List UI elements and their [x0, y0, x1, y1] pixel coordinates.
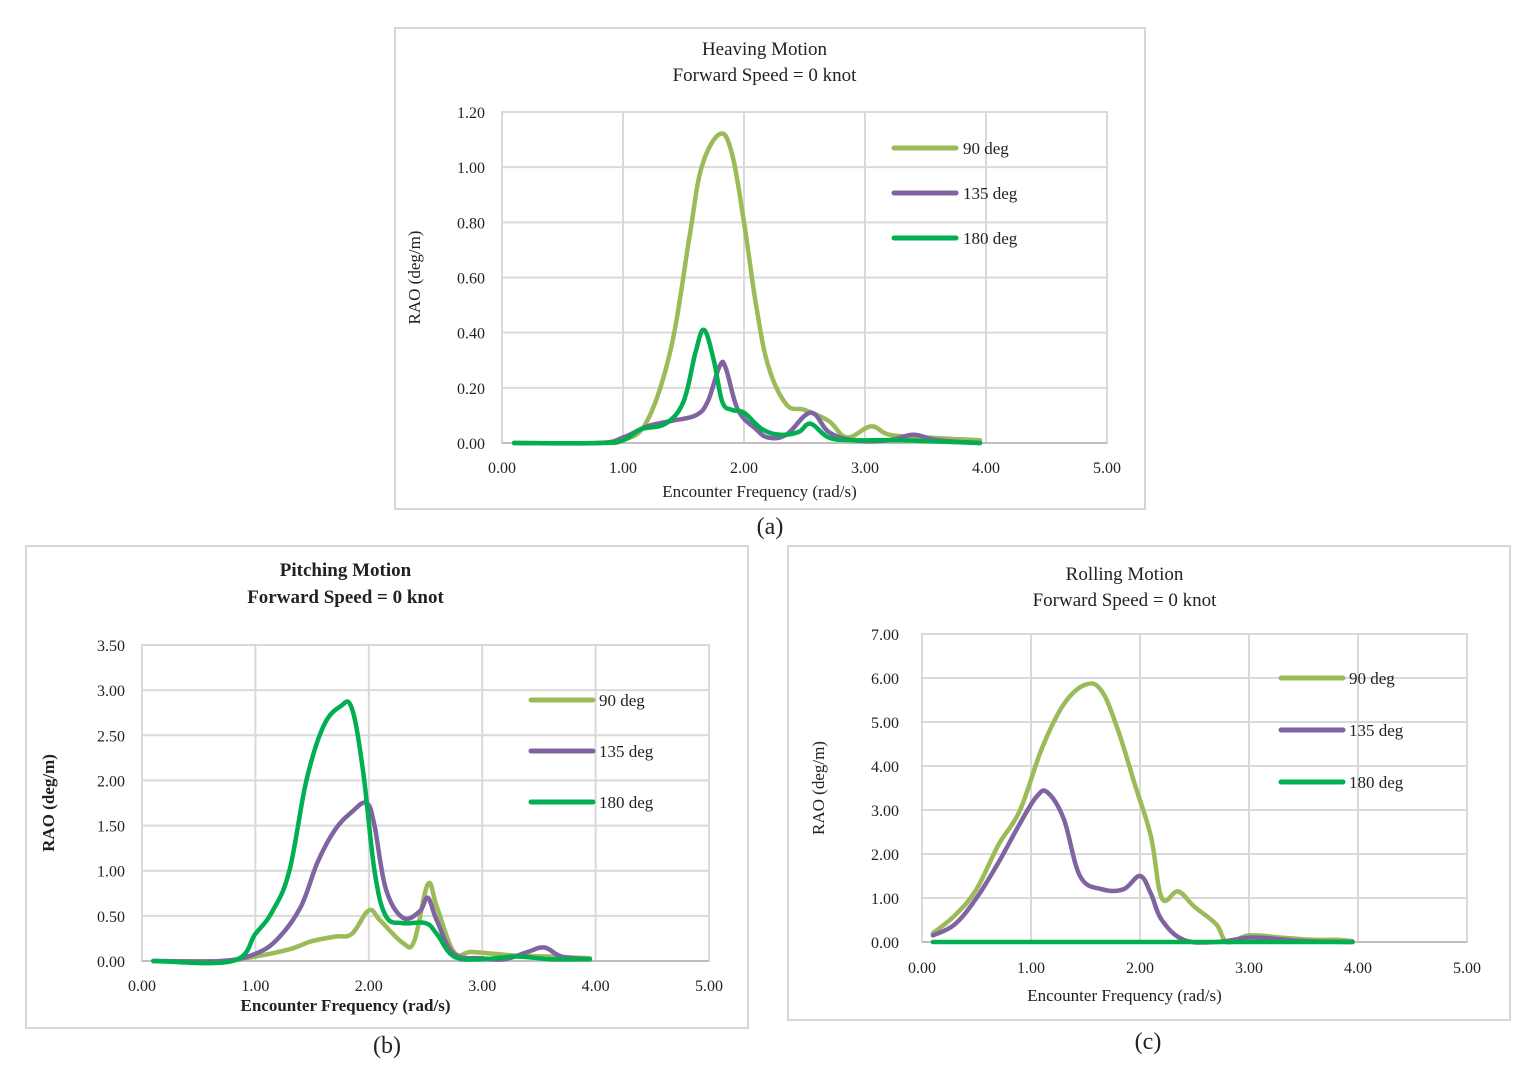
x-tick-label: 4.00	[582, 978, 610, 995]
y-tick-label: 0.20	[457, 381, 485, 398]
y-tick-label: 3.00	[97, 683, 125, 700]
y-tick-label: 5.00	[871, 715, 899, 732]
x-axis-label: Encounter Frequency (rad/s)	[241, 996, 451, 1015]
y-tick-label: 3.50	[97, 638, 125, 655]
x-tick-label: 0.00	[128, 978, 156, 995]
legend-label: 135 deg	[1349, 721, 1404, 740]
y-tick-label: 0.00	[457, 436, 485, 453]
x-tick-label: 4.00	[972, 460, 1000, 477]
y-tick-label: 1.20	[457, 105, 485, 122]
series-line-90-deg	[151, 880, 593, 964]
x-tick-label: 3.00	[1235, 960, 1263, 977]
legend-label: 180 deg	[599, 793, 654, 812]
caption-b: (b)	[373, 1033, 401, 1059]
y-tick-label: 7.00	[871, 627, 899, 644]
x-axis-label: Encounter Frequency (rad/s)	[662, 482, 856, 501]
legend: 90 deg 135 deg 180 deg	[891, 139, 1018, 248]
y-axis-label: RAO (deg/m)	[405, 231, 424, 325]
chart-title: Heaving Motion	[702, 39, 828, 60]
pitching-chart-panel: Pitching Motion Forward Speed = 0 knot 0.0…	[25, 545, 749, 1029]
chart-subtitle: Forward Speed = 0 knot	[673, 65, 858, 86]
heaving-chart: Heaving Motion Forward Speed = 0 knot 0.00…	[405, 39, 1121, 501]
y-tick-label: 4.00	[871, 759, 899, 776]
chart-title: Pitching Motion	[280, 560, 412, 581]
series-line-135-deg	[930, 788, 1355, 945]
legend-label: 135 deg	[599, 742, 654, 761]
y-tick-label: 0.40	[457, 326, 485, 343]
x-tick-label: 2.00	[1126, 960, 1154, 977]
x-tick-label: 2.00	[355, 978, 383, 995]
caption-c: (c)	[1134, 1029, 1162, 1055]
series-line-180-deg	[511, 327, 983, 446]
x-tick-label: 1.00	[241, 978, 269, 995]
y-tick-label: 2.50	[97, 728, 125, 745]
y-tick-label: 0.50	[97, 909, 125, 926]
chart-subtitle: Forward Speed = 0 knot	[1033, 590, 1218, 611]
y-tick-label: 6.00	[871, 671, 899, 688]
x-tick-label: 4.00	[1344, 960, 1372, 977]
legend-label: 180 deg	[963, 229, 1018, 248]
y-tick-label: 1.00	[871, 891, 899, 908]
y-tick-label: 1.50	[97, 819, 125, 836]
legend-label: 90 deg	[963, 139, 1009, 158]
y-tick-label: 0.00	[871, 935, 899, 952]
caption-a: (a)	[756, 514, 784, 540]
rolling-chart: Rolling Motion Forward Speed = 0 knot 0.00…	[809, 564, 1481, 1005]
legend: 90 deg 135 deg 180 deg	[1278, 669, 1404, 792]
y-axis-label: RAO (deg/m)	[39, 754, 58, 852]
x-tick-label: 1.00	[609, 460, 637, 477]
x-tick-label: 0.00	[908, 960, 936, 977]
series-line-180-deg	[151, 699, 593, 966]
legend: 90 deg 135 deg 180 deg	[528, 691, 654, 812]
x-tick-label: 2.00	[730, 460, 758, 477]
x-tick-label: 0.00	[488, 460, 516, 477]
y-axis-label: RAO (deg/m)	[809, 741, 828, 835]
y-tick-label: 2.00	[871, 847, 899, 864]
pitching-chart: Pitching Motion Forward Speed = 0 knot 0.0…	[39, 560, 723, 1015]
legend-label: 90 deg	[1349, 669, 1395, 688]
x-tick-label: 5.00	[1453, 960, 1481, 977]
chart-subtitle: Forward Speed = 0 knot	[247, 587, 444, 608]
x-tick-label: 5.00	[1093, 460, 1121, 477]
x-tick-label: 3.00	[468, 978, 496, 995]
y-tick-label: 3.00	[871, 803, 899, 820]
y-tick-label: 1.00	[457, 160, 485, 177]
series-line-135-deg	[511, 359, 983, 446]
y-tick-label: 0.80	[457, 215, 485, 232]
x-axis-label: Encounter Frequency (rad/s)	[1027, 986, 1221, 1005]
series-line-90-deg	[511, 131, 983, 446]
legend-label: 135 deg	[963, 184, 1018, 203]
heaving-chart-panel: Heaving Motion Forward Speed = 0 knot 0.00…	[394, 27, 1146, 510]
rolling-chart-panel: Rolling Motion Forward Speed = 0 knot 0.00…	[787, 545, 1511, 1021]
legend-label: 180 deg	[1349, 773, 1404, 792]
chart-title: Rolling Motion	[1066, 564, 1184, 585]
y-tick-label: 0.60	[457, 271, 485, 288]
legend-label: 90 deg	[599, 691, 645, 710]
x-tick-label: 5.00	[695, 978, 723, 995]
y-tick-label: 0.00	[97, 954, 125, 971]
x-tick-label: 3.00	[851, 460, 879, 477]
x-tick-label: 1.00	[1017, 960, 1045, 977]
y-tick-label: 2.00	[97, 773, 125, 790]
y-tick-label: 1.00	[97, 864, 125, 881]
